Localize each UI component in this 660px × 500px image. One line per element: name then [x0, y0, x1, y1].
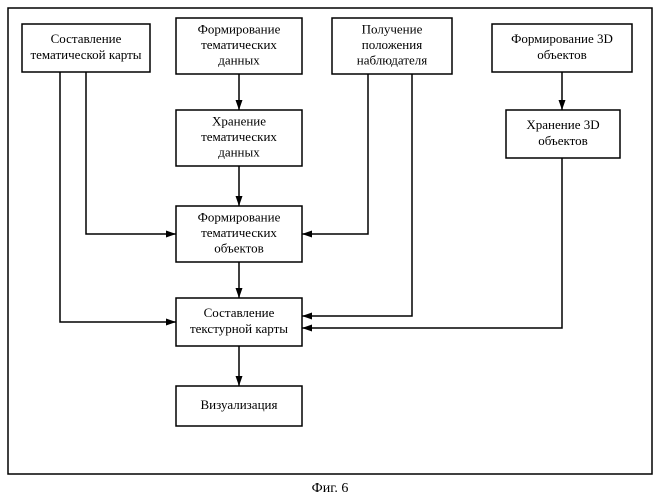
node-n8: Составлениетекстурной карты — [176, 298, 302, 346]
node-n3: Получениеположениянаблюдателя — [332, 18, 452, 74]
node-n5-line1: тематических — [201, 129, 277, 144]
edge-n1-n8 — [60, 72, 176, 322]
node-n4-line1: объектов — [537, 47, 587, 62]
node-n7-line0: Формирование — [198, 209, 281, 224]
edge-n1-n7 — [86, 72, 176, 234]
node-n4: Формирование 3Dобъектов — [492, 24, 632, 72]
edge-n3-n8 — [302, 74, 412, 316]
node-n8-line0: Составление — [204, 305, 275, 320]
node-n6-line1: объектов — [538, 133, 588, 148]
node-n1: Составлениетематической карты — [22, 24, 150, 72]
node-n5-line2: данных — [218, 145, 260, 160]
node-n1-line1: тематической карты — [30, 47, 141, 62]
node-n5: Хранениетематическихданных — [176, 110, 302, 166]
edge-n6-n8 — [302, 158, 562, 328]
edge-n3-n7 — [302, 74, 368, 234]
node-n7-line1: тематических — [201, 225, 277, 240]
node-n2-line0: Формирование — [198, 21, 281, 36]
node-n3-line0: Получение — [362, 21, 423, 36]
node-n2-line1: тематических — [201, 37, 277, 52]
node-n4-line0: Формирование 3D — [511, 31, 613, 46]
node-n9: Визуализация — [176, 386, 302, 426]
node-n5-line0: Хранение — [212, 113, 266, 128]
node-n2-line2: данных — [218, 53, 260, 68]
node-n6-line0: Хранение 3D — [526, 117, 599, 132]
node-n3-line2: наблюдателя — [357, 53, 428, 68]
node-n6: Хранение 3Dобъектов — [506, 110, 620, 158]
node-n8-line1: текстурной карты — [190, 321, 288, 336]
node-n9-line0: Визуализация — [201, 397, 278, 412]
node-n7: Формированиетематическихобъектов — [176, 206, 302, 262]
node-n1-line0: Составление — [51, 31, 122, 46]
node-n3-line1: положения — [362, 37, 422, 52]
node-n2: Формированиетематическихданных — [176, 18, 302, 74]
node-n7-line2: объектов — [214, 241, 264, 256]
figure-caption: Фиг. 6 — [312, 481, 349, 496]
